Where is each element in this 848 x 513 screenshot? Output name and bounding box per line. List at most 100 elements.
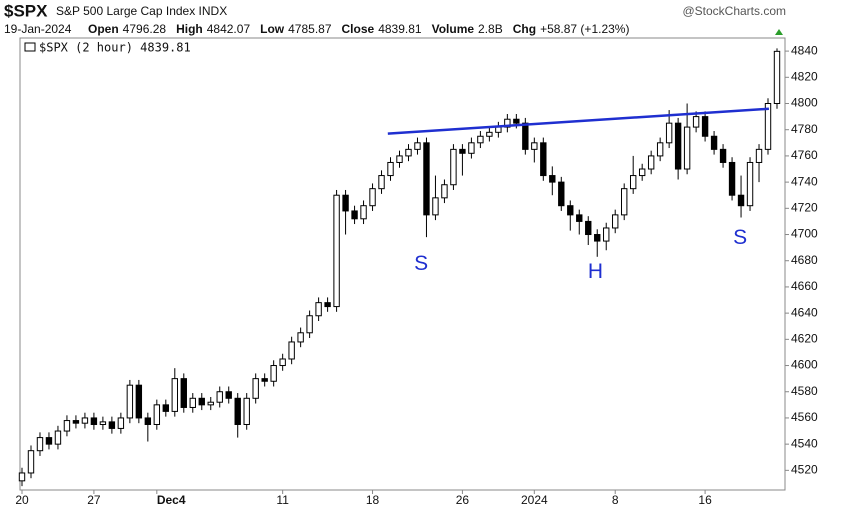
candle-body [468,142,475,154]
legend-icon [24,42,36,52]
candle-body [441,184,448,199]
y-tick-label: 4800 [791,96,818,110]
candle-body [108,421,116,429]
x-tick-label: 20 [15,493,29,507]
candle-body [558,181,565,207]
annotation: S [414,252,428,275]
candle-body [423,142,430,216]
candle-body [90,417,98,425]
chart-title: $SPX [4,1,48,20]
candle-body [405,148,412,157]
stat-label: Volume [432,22,475,36]
candle-body [297,332,304,343]
y-tick-label: 4680 [791,253,818,267]
candle-body [243,397,250,425]
candle-body [234,397,241,425]
candle-body [504,118,511,128]
candle-body [369,188,376,207]
stat-value: 2.8B [478,22,503,36]
source: @StockCharts.com [682,4,786,18]
x-tick-label: 18 [366,493,380,507]
candle-body [162,404,170,412]
candle-body [126,384,134,419]
candle-body [36,437,44,452]
stat-value: 4842.07 [207,22,251,36]
candle-body [198,397,205,406]
candle-body [225,391,232,399]
candle-body [387,161,394,177]
candle-body [54,430,62,445]
stat-value: 4796.28 [123,22,167,36]
candle-body [549,175,556,183]
candle-body [63,420,71,432]
candle-body [153,404,161,425]
candle-body [459,148,466,154]
candle-body [99,421,107,425]
candle-body [378,175,385,190]
candle-body [18,472,26,482]
candle-body [261,378,268,382]
y-tick-label: 4760 [791,148,818,162]
y-tick-label: 4660 [791,279,818,293]
candle-body [692,116,700,128]
candle-body [522,122,529,150]
stat-value: +58.87 (+1.23%) [540,22,629,36]
stat-value: 4839.81 [378,22,422,36]
candle-body [656,142,664,157]
x-tick-label: 11 [276,493,289,507]
candle-body [279,358,286,367]
candle-body [585,220,592,236]
candle-body [171,378,178,412]
stat-label: Low [260,22,285,36]
stat-value: 4785.87 [288,22,332,36]
candle-body [27,450,35,474]
y-tick-label: 4600 [791,358,818,372]
candle-body [288,341,295,360]
stat-label: High [176,22,203,36]
candle-body [647,155,655,170]
candle-body [324,302,331,308]
x-tick-label: Dec4 [157,493,186,507]
candle-body [189,397,196,408]
x-tick-label: 26 [456,493,470,507]
candle-body [414,142,421,150]
candle-body [486,131,493,137]
candle-body [603,227,610,242]
x-tick-label: 27 [87,493,101,507]
candle-body [315,302,322,317]
candle-body [665,122,673,144]
y-tick-label: 4640 [791,305,818,319]
candle-body [719,148,727,163]
legend-text: $SPX (2 hour) 4839.81 [39,41,191,55]
candle-body [612,214,619,229]
candle-body [746,161,754,207]
candle-body [45,437,53,445]
y-tick-label: 4540 [791,436,818,450]
candle-body [432,197,439,216]
candle-body [216,391,223,403]
annotation: S [733,226,747,249]
candle-body [207,401,214,406]
candle-body [342,194,349,212]
candle-body [495,126,502,133]
y-tick-label: 4700 [791,227,818,241]
candle-body [396,155,403,163]
candle-body [306,315,313,334]
candle-body [629,175,637,190]
date: 19-Jan-2024 [4,22,72,36]
candle-body [450,148,457,186]
candle-body [81,417,89,424]
candle-body [531,142,538,150]
annotation: H [588,260,603,283]
candle-body [737,194,745,207]
candle-body [477,135,484,144]
x-tick-label: 16 [698,493,712,507]
y-tick-label: 4780 [791,122,818,136]
candle-body [638,168,646,177]
y-tick-label: 4840 [791,43,818,57]
candle-body [333,194,340,308]
candle-body [701,116,709,137]
trendline [387,107,769,135]
candle-body [773,50,781,105]
